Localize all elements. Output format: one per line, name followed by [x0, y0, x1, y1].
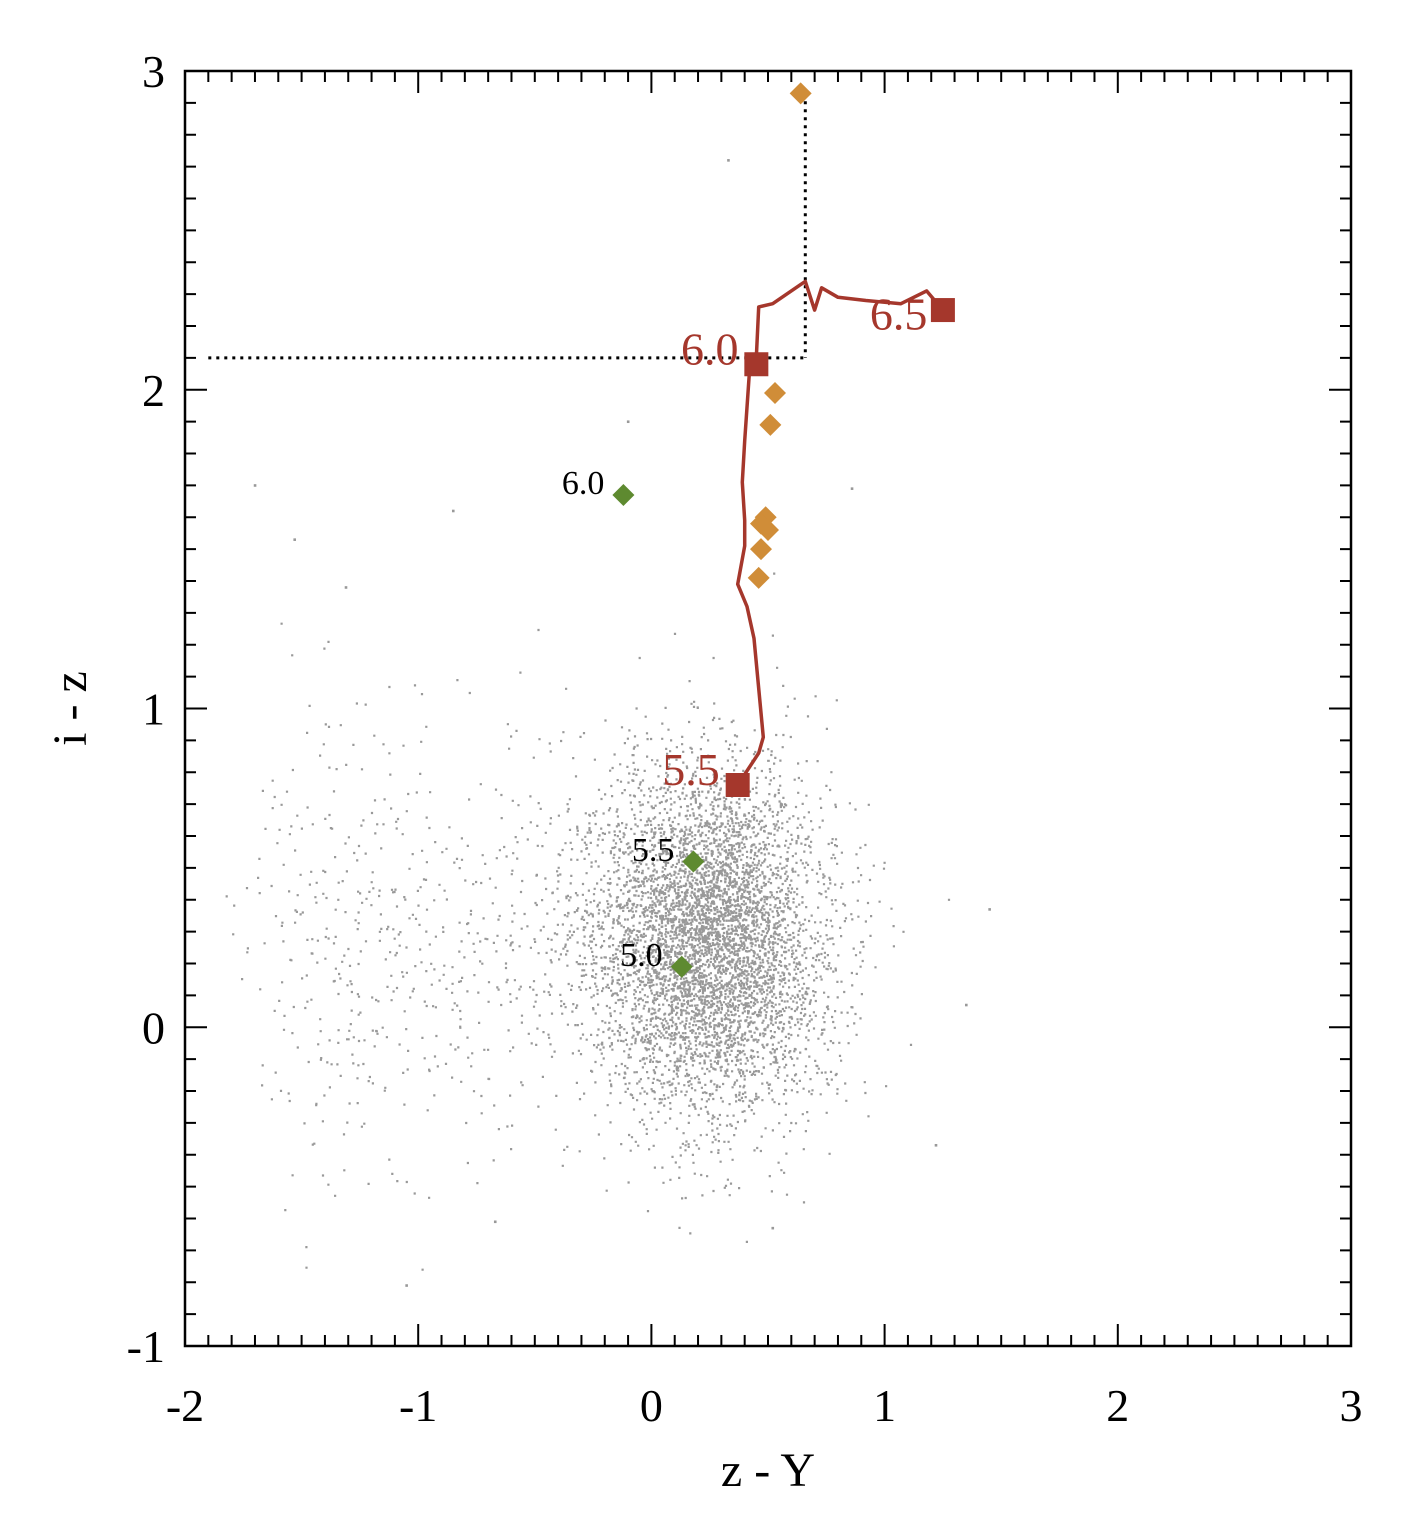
outlier-point: [626, 420, 630, 424]
orange-diamond-marker: [750, 538, 773, 561]
track-point-label: 6.0: [681, 323, 739, 374]
outlier-point: [850, 487, 854, 490]
green-diamond-marker: [612, 483, 635, 506]
outlier-point: [253, 484, 257, 487]
outlier-point: [771, 1226, 775, 1230]
background-point-cloud: [225, 159, 991, 1287]
orange-diamond-marker: [763, 381, 786, 404]
orange-diamond-marker: [747, 566, 770, 589]
x-tick-label: 1: [873, 1380, 896, 1431]
x-tick-label: 3: [1340, 1380, 1363, 1431]
outlier-point: [344, 586, 348, 589]
y-tick-label: -1: [127, 1321, 165, 1372]
diamond-point-label: 5.5: [632, 832, 675, 869]
outlier-point: [293, 538, 297, 541]
orange-diamond-marker: [789, 82, 812, 105]
green-diamond-marker: [682, 850, 705, 873]
y-tick-label: 1: [142, 684, 165, 735]
diamond-point-label: 5.0: [620, 937, 663, 974]
x-tick-label: -2: [166, 1380, 204, 1431]
track-square-marker: [744, 352, 769, 377]
diamond-point-label: 6.0: [562, 465, 605, 502]
outlier-point: [493, 1220, 497, 1224]
dotted-guide-lines: [208, 93, 807, 360]
outlier-point: [934, 1143, 938, 1147]
x-axis-label: z - Y: [721, 1444, 815, 1497]
track-point-label: 6.5: [870, 288, 928, 339]
green-diamond-marker: [670, 955, 693, 978]
track-square-marker: [930, 298, 955, 323]
outlier-point: [988, 908, 991, 911]
x-tick-label: -1: [399, 1380, 437, 1431]
outlier-point: [451, 509, 455, 513]
outlier-point: [405, 1284, 408, 1287]
y-axis-label: i - z: [44, 671, 97, 746]
outlier-point: [965, 1003, 968, 1007]
marker-layer: 5.5 6.0 6.5 6.0 5.5 5.0: [562, 82, 955, 978]
y-tick-label: 3: [142, 46, 165, 97]
x-tick-label: 2: [1106, 1380, 1129, 1431]
track-square-marker: [725, 773, 750, 797]
y-tick-label: 2: [142, 365, 165, 416]
orange-diamond-marker: [759, 413, 782, 436]
orange-diamond-marker: [757, 519, 779, 541]
x-tick-label: 0: [640, 1380, 663, 1431]
outlier-point: [727, 159, 730, 162]
y-tick-label: 0: [142, 1002, 165, 1053]
track-point-label: 5.5: [662, 744, 720, 795]
